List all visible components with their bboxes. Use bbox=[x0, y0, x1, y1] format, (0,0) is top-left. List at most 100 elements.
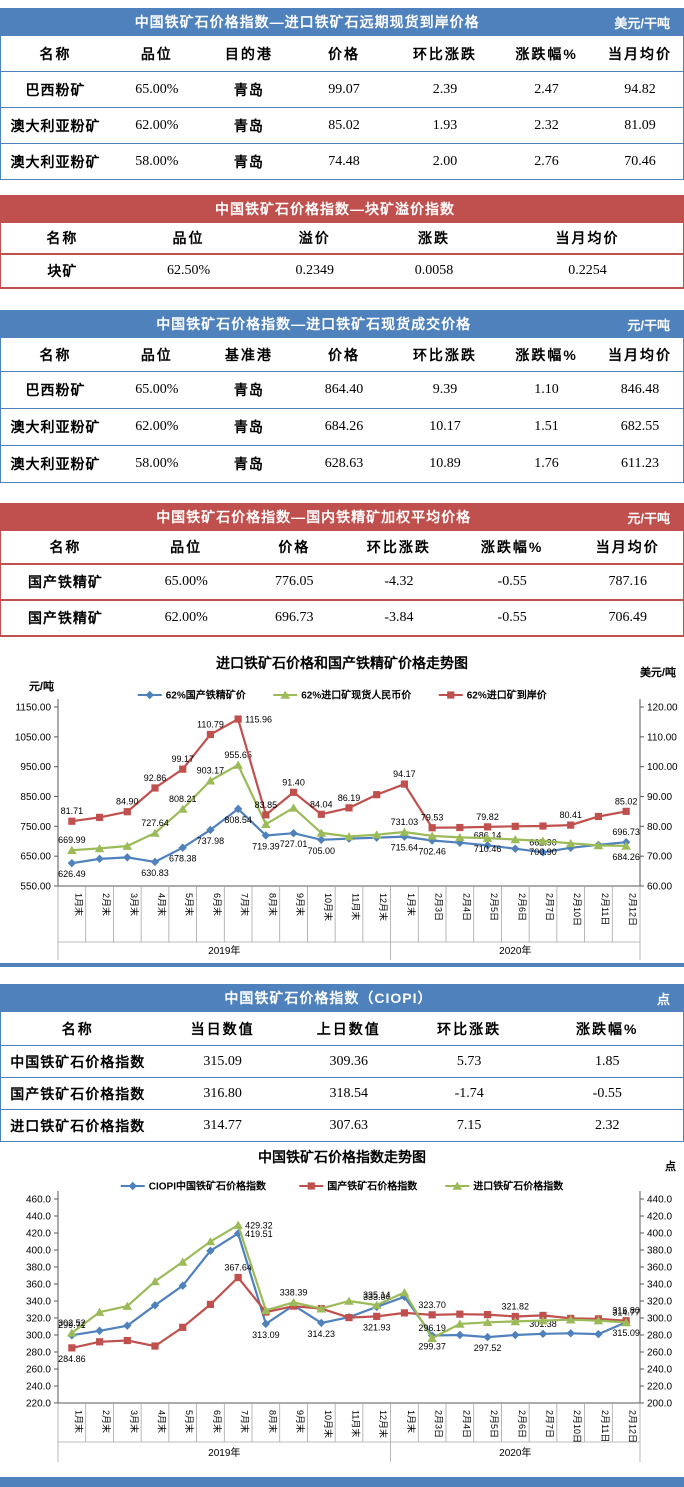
row-name: 块矿 bbox=[47, 263, 78, 279]
cell-value: 314.77 bbox=[203, 1117, 242, 1133]
column-header: 名称 bbox=[39, 346, 72, 363]
cell-value: 2.00 bbox=[432, 153, 458, 169]
svg-text:360.0: 360.0 bbox=[647, 1263, 672, 1274]
svg-text:420.0: 420.0 bbox=[26, 1229, 51, 1240]
table-domestic-concentrate: 中国铁矿石价格指数—国内铁精矿加权平均价格 元/干吨 名称 品位 价格 环比涨跌 涨跌幅… bbox=[0, 503, 684, 637]
table-import-spot-transaction: 中国铁矿石价格指数—进口铁矿石现货成交价格 元/干吨 名称 品位 基准港 价格 环比涨跌… bbox=[0, 310, 684, 483]
row-name: 国产铁矿石价格指数 bbox=[10, 1085, 146, 1102]
svg-text:419.51: 419.51 bbox=[245, 1229, 273, 1239]
cell-value: 62.00% bbox=[135, 419, 179, 434]
table-title-bar: 中国铁矿石价格指数—进口铁矿石远期现货到岸价格 美元/干吨 bbox=[0, 8, 684, 36]
svg-text:80.00: 80.00 bbox=[647, 822, 672, 833]
svg-text:2月3日: 2月3日 bbox=[434, 893, 444, 921]
svg-text:850.00: 850.00 bbox=[20, 792, 51, 803]
svg-text:9月末: 9月末 bbox=[295, 893, 306, 916]
svg-text:83.85: 83.85 bbox=[255, 800, 278, 810]
svg-text:2月末: 2月末 bbox=[101, 893, 112, 916]
series-62%进口矿现货人民币价: 669.99 727.64 808.21 903.17 955.65 731.03 710.… bbox=[58, 750, 640, 862]
table-unit: 点 bbox=[656, 991, 670, 1007]
row-name: 澳大利亚粉矿 bbox=[10, 456, 101, 472]
svg-text:299.71: 299.71 bbox=[58, 1320, 86, 1330]
table-row: 澳大利亚粉矿 58.00% 青岛 628.63 10.89 1.76 611.23 bbox=[1, 446, 683, 483]
svg-text:367.64: 367.64 bbox=[224, 1263, 252, 1273]
svg-text:955.65: 955.65 bbox=[224, 750, 252, 760]
svg-text:5月末: 5月末 bbox=[184, 893, 195, 916]
row-name: 澳大利亚粉矿 bbox=[10, 117, 101, 134]
svg-text:1月末: 1月末 bbox=[406, 893, 417, 916]
x-axis-categories: 1月末 2月末 3月末 4月末 5月末 6月末 7月末 8月末 9月末 10月末 11月末 12月末 1… bbox=[57, 1403, 641, 1462]
cell-value: 青岛 bbox=[233, 419, 264, 435]
svg-text:2月6日: 2月6日 bbox=[517, 893, 527, 921]
svg-text:260.0: 260.0 bbox=[647, 1348, 672, 1359]
right-axis-unit: 点 bbox=[665, 1159, 676, 1173]
svg-text:4月末: 4月末 bbox=[157, 1410, 168, 1433]
table-row: 块矿 62.50% 0.2349 0.0058 0.2254 bbox=[1, 255, 683, 289]
svg-text:2月5日: 2月5日 bbox=[489, 1410, 499, 1438]
svg-text:10月末: 10月末 bbox=[323, 893, 334, 921]
row-name: 巴西粉矿 bbox=[25, 382, 86, 398]
svg-text:400.0: 400.0 bbox=[647, 1229, 672, 1240]
svg-text:808.54: 808.54 bbox=[224, 815, 252, 825]
table-header-row: 名称 当日数值 上日数值 环比涨跌 涨跌幅% bbox=[1, 1012, 683, 1046]
svg-text:340.0: 340.0 bbox=[647, 1280, 672, 1291]
svg-text:299.37: 299.37 bbox=[418, 1342, 446, 1352]
svg-text:296.19: 296.19 bbox=[418, 1323, 446, 1333]
svg-text:2月11日: 2月11日 bbox=[600, 1410, 610, 1442]
column-header: 价格 bbox=[328, 45, 361, 62]
svg-text:300.0: 300.0 bbox=[26, 1331, 51, 1342]
table-body: 名称 当日数值 上日数值 环比涨跌 涨跌幅% 中国铁矿石价格指数 315.09 309.36 5… bbox=[0, 1012, 684, 1142]
table-unit: 美元/干吨 bbox=[614, 15, 670, 31]
svg-text:719.39: 719.39 bbox=[252, 841, 280, 851]
svg-text:2月5日: 2月5日 bbox=[489, 893, 499, 921]
column-header: 品位 bbox=[170, 539, 203, 555]
column-header: 品位 bbox=[172, 230, 205, 246]
table-row: 进口铁矿石价格指数 314.77 307.63 7.15 2.32 bbox=[1, 1110, 683, 1142]
cell-value: 628.63 bbox=[324, 456, 364, 471]
cell-value: 846.48 bbox=[620, 382, 660, 397]
svg-text:380.0: 380.0 bbox=[647, 1246, 672, 1257]
column-header: 环比涨跌 bbox=[412, 346, 477, 363]
svg-text:626.49: 626.49 bbox=[58, 869, 86, 879]
column-header: 名称 bbox=[46, 230, 79, 246]
index-trend-chart: 中国铁矿石价格指数走势图 220.0 240.0 260.0 280.0 300.0 320… bbox=[0, 1145, 684, 1475]
table-row: 澳大利亚粉矿 58.00% 青岛 74.48 2.00 2.76 70.46 bbox=[1, 144, 683, 180]
cell-value: 99.07 bbox=[328, 81, 360, 97]
chart-title: 中国铁矿石价格指数走势图 bbox=[258, 1149, 426, 1165]
svg-text:340.0: 340.0 bbox=[26, 1297, 51, 1308]
svg-text:79.53: 79.53 bbox=[421, 813, 444, 823]
svg-text:710.46: 710.46 bbox=[474, 844, 502, 854]
cell-value: 611.23 bbox=[620, 456, 659, 471]
svg-text:中国铁矿石价格指数走势图: 中国铁矿石价格指数走势图 bbox=[258, 1149, 426, 1165]
svg-text:2020年: 2020年 bbox=[499, 1446, 531, 1459]
cell-value: 5.73 bbox=[456, 1053, 482, 1069]
svg-text:1月末: 1月末 bbox=[73, 893, 84, 916]
cell-value: 684.26 bbox=[324, 419, 364, 434]
table-header-row: 名称 品位 价格 环比涨跌 涨跌幅% 当月均价 bbox=[1, 531, 683, 565]
svg-text:进口铁矿石价格指数: 进口铁矿石价格指数 bbox=[473, 1180, 564, 1193]
table-body: 名称 品位 目的港 价格 环比涨跌 涨跌幅% 当月均价 巴西粉矿 65.00% 青岛 99.07 2.… bbox=[0, 36, 684, 180]
column-header: 环比涨跌 bbox=[412, 45, 477, 62]
row-name: 巴西粉矿 bbox=[25, 81, 86, 98]
chart-title: 进口铁矿石价格和国产铁精矿价格走势图 bbox=[216, 655, 468, 671]
cell-value: 青岛 bbox=[233, 117, 264, 134]
table-body: 名称 品位 基准港 价格 环比涨跌 涨跌幅% 当月均价 巴西粉矿 65.00% 青岛 864.40 9… bbox=[0, 338, 684, 483]
column-header: 当月均价 bbox=[555, 230, 620, 246]
column-header: 名称 bbox=[49, 539, 82, 555]
svg-text:550.00: 550.00 bbox=[20, 882, 51, 893]
svg-text:240.0: 240.0 bbox=[647, 1365, 672, 1376]
svg-text:84.90: 84.90 bbox=[116, 797, 139, 807]
table-title: 中国铁矿石价格指数（CIOPI） bbox=[224, 990, 433, 1006]
column-header: 环比涨跌 bbox=[437, 1020, 502, 1037]
svg-text:2月7日: 2月7日 bbox=[545, 1410, 555, 1438]
cell-value: 65.00% bbox=[135, 81, 179, 97]
column-header: 当日数值 bbox=[190, 1020, 255, 1037]
svg-text:CIOPI中国铁矿石价格指数: CIOPI中国铁矿石价格指数 bbox=[149, 1180, 267, 1193]
cell-value: 1.93 bbox=[432, 117, 458, 133]
svg-text:2月12日: 2月12日 bbox=[628, 1410, 638, 1443]
cell-value: 307.63 bbox=[329, 1117, 369, 1133]
svg-text:280.0: 280.0 bbox=[647, 1331, 672, 1342]
table-title: 中国铁矿石价格指数—块矿溢价指数 bbox=[215, 201, 455, 217]
svg-text:313.09: 313.09 bbox=[252, 1330, 280, 1340]
svg-text:400.0: 400.0 bbox=[26, 1246, 51, 1257]
svg-text:316.80: 316.80 bbox=[612, 1306, 640, 1316]
